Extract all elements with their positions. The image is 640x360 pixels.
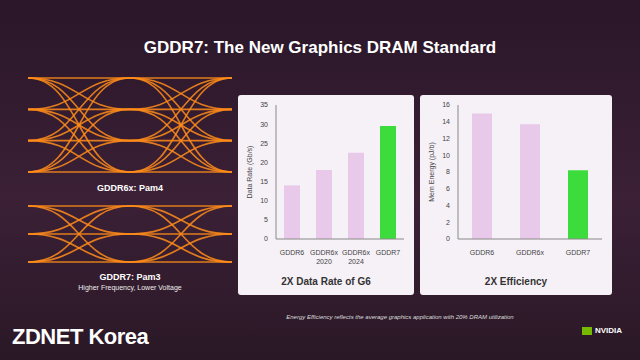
html-text:GDDR7: The New Graphics DRAM S: GDDR7: The New Graphics DRAM Standard [143, 38, 497, 57]
svg-text:4: 4 [446, 202, 450, 209]
svg-text:8: 8 [446, 168, 450, 175]
svg-text:Data Rate (Gb/s): Data Rate (Gb/s) [246, 146, 254, 199]
svg-text:5: 5 [264, 216, 268, 223]
svg-text:14: 14 [442, 118, 450, 125]
html-text:GDDR6x: Pam4: GDDR6x: Pam4 [97, 183, 163, 193]
html-text:Energy Efficiency reflects the: Energy Efficiency reflects the average g… [286, 314, 514, 320]
svg-text:30: 30 [260, 121, 268, 128]
svg-text:16: 16 [442, 101, 450, 108]
svg-text:2: 2 [446, 219, 450, 226]
svg-text:6: 6 [446, 185, 450, 192]
html-text:Higher Frequency, Lower Voltag: Higher Frequency, Lower Voltage [78, 284, 182, 291]
svg-text:GDDR6: GDDR6 [280, 249, 305, 256]
svg-text:Mem Energy (pJ/b): Mem Energy (pJ/b) [428, 142, 436, 202]
svg-text:0: 0 [446, 235, 450, 242]
html-text:ZDNET Korea: ZDNET Korea [12, 324, 149, 349]
svg-text:GDDR6x2020: GDDR6x2020 [310, 249, 339, 265]
html-text:NVIDIA: NVIDIA [594, 326, 622, 335]
html-text:2X Data Rate of G6: 2X Data Rate of G6 [281, 276, 371, 287]
svg-text:GDDR6x: GDDR6x [516, 249, 545, 256]
svg-text:25: 25 [260, 140, 268, 147]
html-text:GDDR7: Pam3: GDDR7: Pam3 [99, 272, 161, 282]
svg-text:GDDR7: GDDR7 [376, 249, 401, 256]
svg-text:GDDR6x2024: GDDR6x2024 [342, 249, 371, 265]
svg-text:15: 15 [260, 178, 268, 185]
svg-text:12: 12 [442, 135, 450, 142]
svg-text:GDDR7: GDDR7 [566, 249, 591, 256]
svg-text:20: 20 [260, 159, 268, 166]
html-text:2X Efficiency: 2X Efficiency [484, 276, 548, 287]
svg-text:10: 10 [442, 152, 450, 159]
svg-text:10: 10 [260, 197, 268, 204]
svg-text:35: 35 [260, 101, 268, 108]
svg-text:GDDR6: GDDR6 [470, 249, 495, 256]
svg-text:0: 0 [264, 235, 268, 242]
